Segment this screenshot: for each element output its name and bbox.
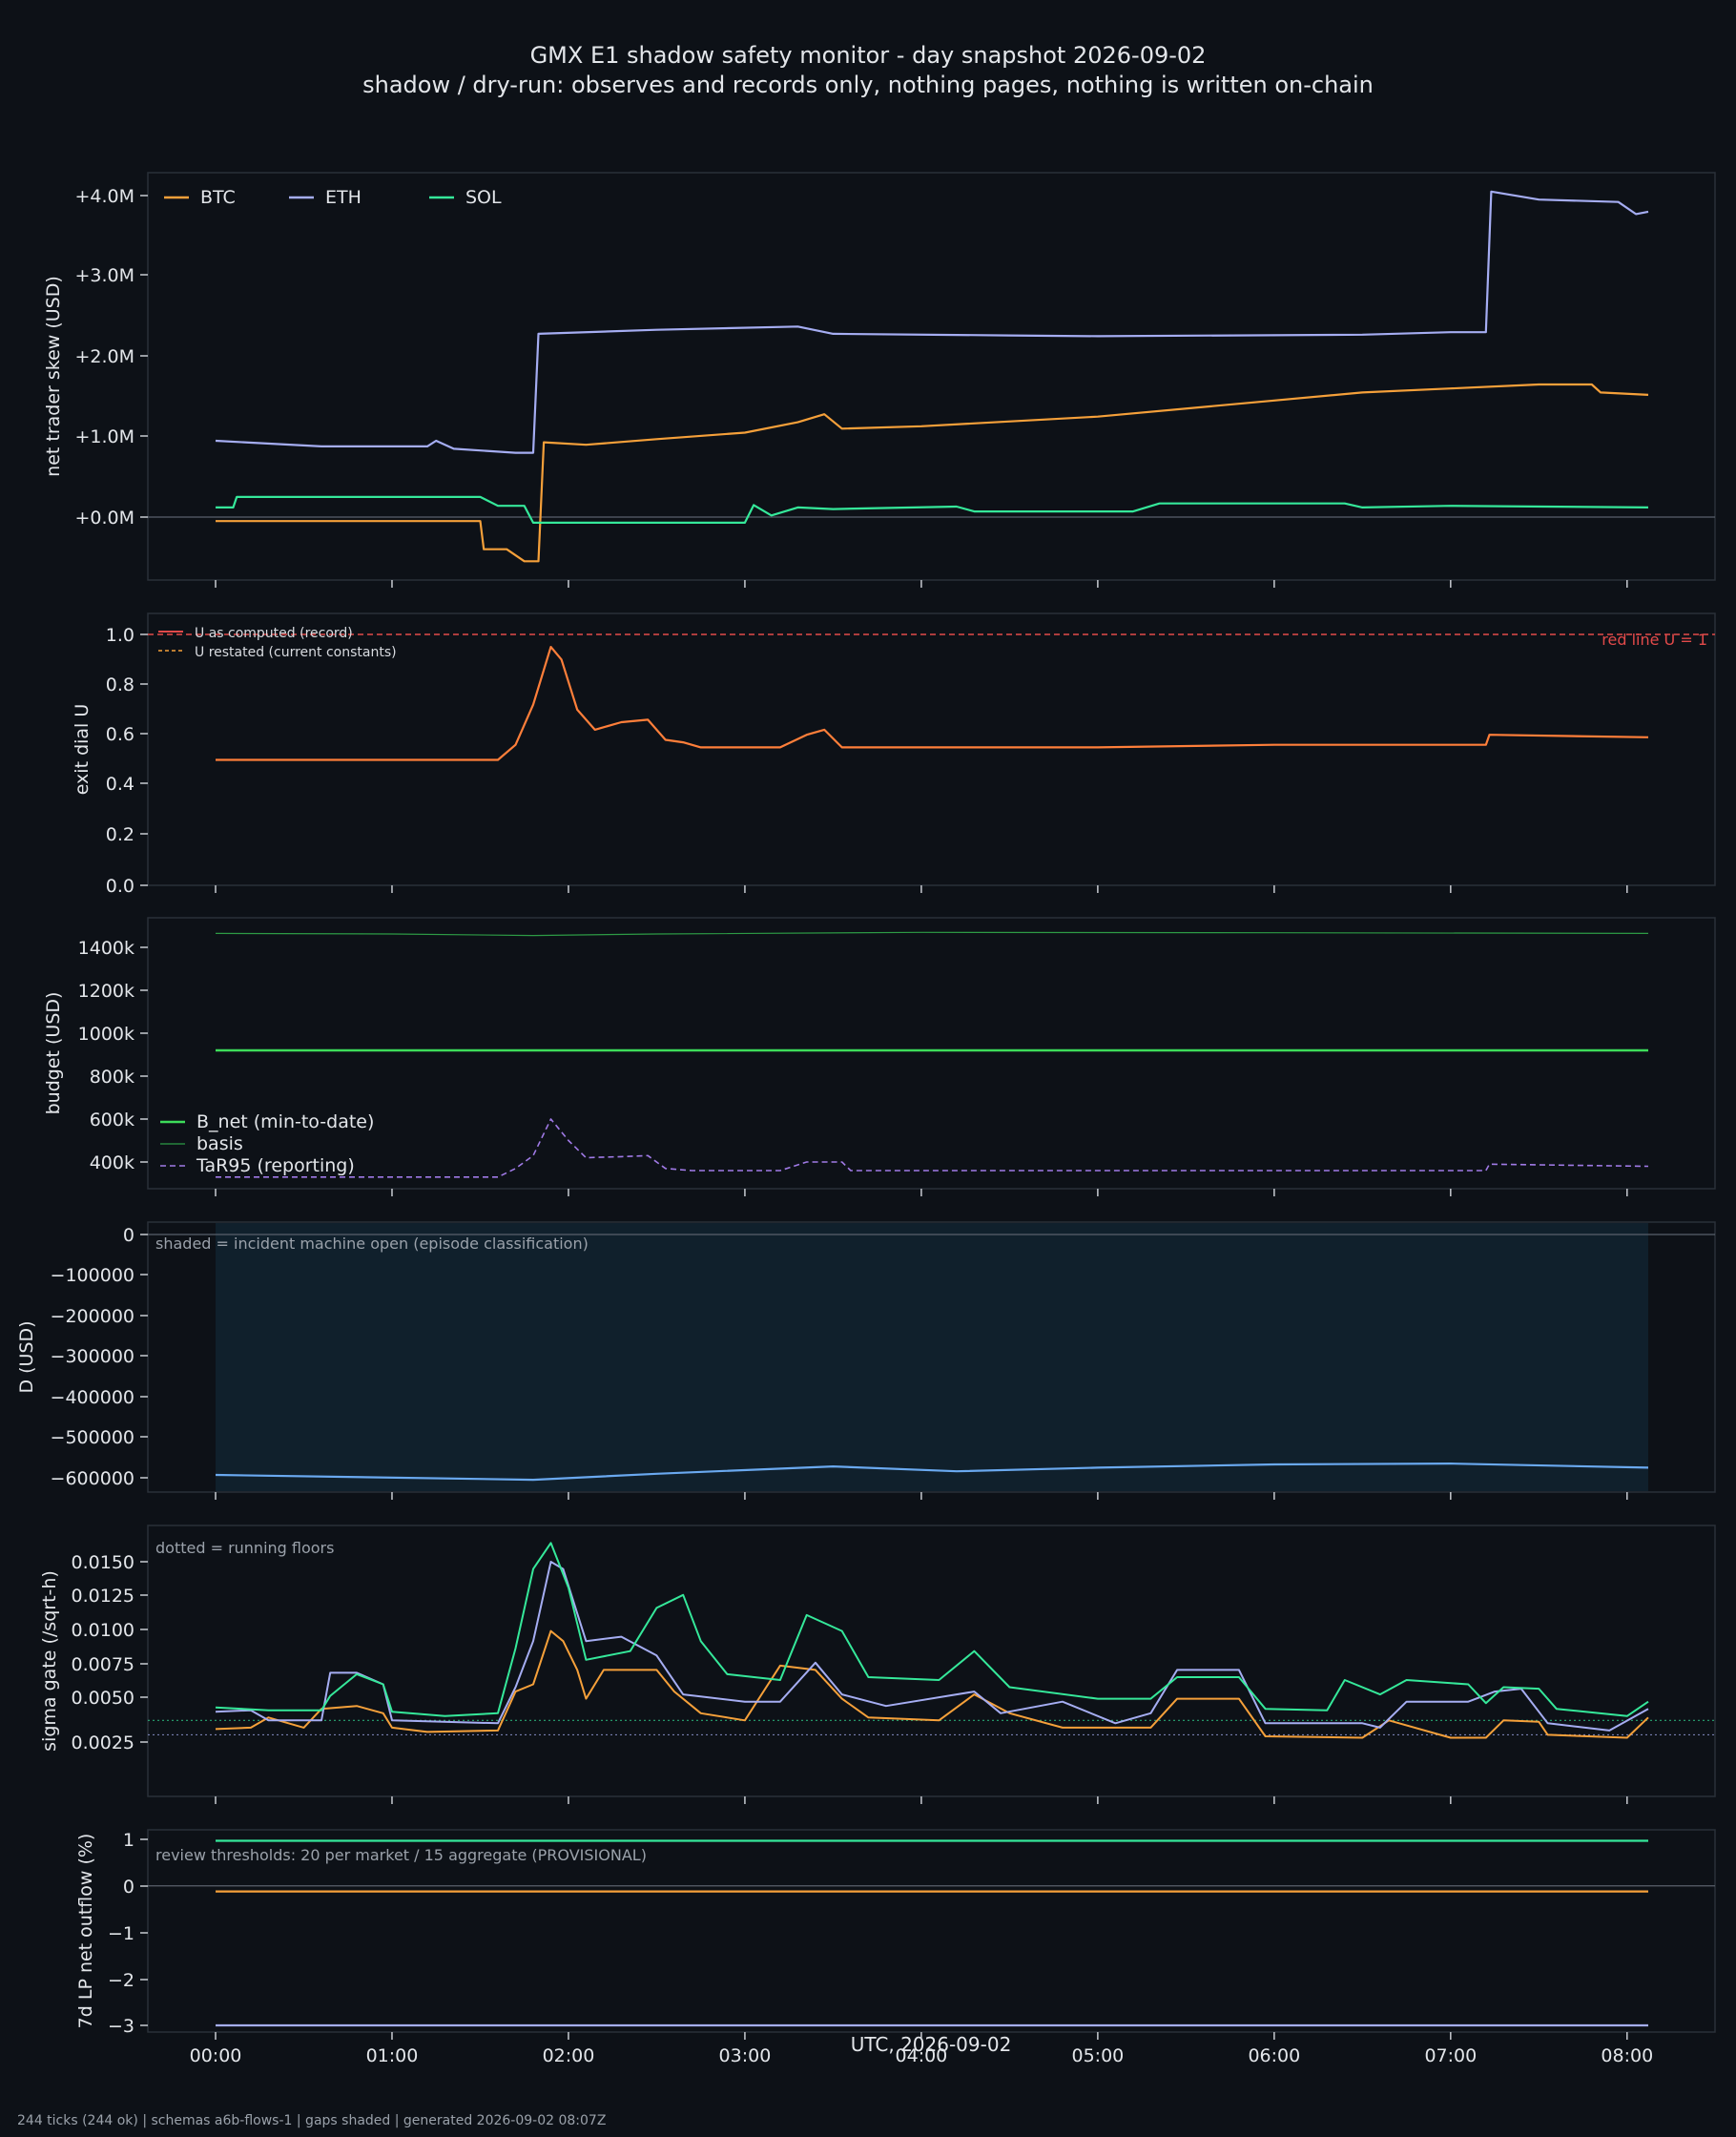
x-tick-label: 01:00 — [366, 2045, 419, 2066]
panel-1: +4.0M +3.0M +2.0M +1.0M +0.0M net trader skew… — [43, 172, 1716, 588]
y-tick-label: +0.0M — [74, 508, 134, 529]
y-tick-label: 1 — [123, 1830, 134, 1851]
panel-5: 0.0150 0.0125 0.0100 0.0075 0.0050 0.0025 sigm… — [39, 1525, 1716, 1804]
y-tick-label: 800k — [90, 1067, 134, 1088]
x-tick-label: 06:00 — [1248, 2045, 1300, 2066]
y-tick-label: 1.0 — [106, 625, 134, 646]
y-tick-label: −300000 — [51, 1346, 134, 1367]
y-axis-label: exit dial U — [72, 704, 93, 796]
y-tick-label: 0.6 — [106, 724, 134, 745]
sol-sigma-line — [215, 1542, 1649, 1717]
x-tick-label: 03:00 — [719, 2045, 772, 2066]
panel-6: 1 0 −1 −2 −3 00:00 01:00 02:00 03:00 04:00 05:00 06… — [75, 1829, 1716, 2066]
y-tick-label: 400k — [90, 1152, 134, 1173]
y-tick-label: 1000k — [78, 1024, 134, 1045]
thresholds-note: review thresholds: 20 per market / 15 ag… — [155, 1846, 647, 1864]
y-tick-label: −200000 — [51, 1306, 134, 1327]
btc-sigma-line — [215, 1629, 1649, 1739]
x-tick-label: 00:00 — [190, 2045, 242, 2066]
x-tick-label: 08:00 — [1601, 2045, 1653, 2066]
y-tick-label: −400000 — [51, 1387, 134, 1408]
y-tick-label: 0.0125 — [72, 1586, 134, 1607]
legend-tar95-label: TaR95 (reporting) — [196, 1155, 355, 1176]
y-tick-label: −2 — [108, 1970, 134, 1991]
y-tick-label: −500000 — [51, 1427, 134, 1448]
legend-basis-label: basis — [196, 1133, 243, 1154]
floors-note: dotted = running floors — [155, 1539, 334, 1557]
figure-subtitle: shadow / dry-run: observes and records o… — [362, 72, 1374, 98]
x-axis-label: UTC, 2026-09-02 — [851, 2033, 1012, 2056]
x-tick-label: 02:00 — [543, 2045, 595, 2066]
y-tick-label: 600k — [90, 1110, 134, 1131]
panel-2: 1.0 0.8 0.6 0.4 0.2 0.0 exit dial U red line U … — [72, 612, 1716, 897]
legend-b-net-label: B_net (min-to-date) — [196, 1111, 374, 1132]
eth-skew-line — [215, 190, 1649, 454]
legend-eth-label: ETH — [325, 187, 362, 208]
y-tick-label: +3.0M — [74, 265, 134, 286]
y-axis-label: budget (USD) — [43, 992, 64, 1115]
y-tick-label: 0 — [123, 1225, 134, 1246]
y-tick-label: 0.0100 — [72, 1620, 134, 1641]
sol-skew-line — [216, 495, 1649, 524]
footer-status: 244 ticks (244 ok) | schemas a6b-flows-1… — [17, 2113, 606, 2128]
red-line-label: red line U = 1 — [1602, 631, 1707, 649]
legend-u-computed-label: U as computed (record) — [195, 626, 353, 641]
basis-line — [215, 931, 1649, 937]
panel-frame — [147, 917, 1716, 1190]
incident-shading — [216, 1223, 1648, 1491]
y-tick-label: −1 — [108, 1923, 134, 1944]
x-tick-label: 07:00 — [1424, 2045, 1477, 2066]
panel-frame — [147, 612, 1716, 886]
y-tick-label: −600000 — [51, 1468, 134, 1489]
y-tick-label: −3 — [108, 2016, 134, 2037]
y-axis-label: net trader skew (USD) — [43, 276, 64, 477]
y-tick-label: 0.0 — [106, 876, 134, 897]
panel-3: 1400k 1200k 1000k 800k 600k 400k budget (USD) — [43, 917, 1716, 1196]
x-tick-label: 04:00 — [896, 2045, 948, 2066]
panel-frame — [147, 172, 1716, 581]
btc-skew-line — [216, 383, 1649, 563]
incident-note: shaded = incident machine open (episode … — [155, 1234, 589, 1253]
y-axis-label: D (USD) — [16, 1320, 37, 1393]
u-computed-line — [216, 646, 1649, 761]
figure-title: GMX E1 shadow safety monitor - day snaps… — [530, 42, 1207, 69]
y-tick-label: 0.8 — [106, 674, 134, 695]
y-axis-label: sigma gate (/sqrt-h) — [39, 1570, 60, 1752]
y-tick-label: 1200k — [78, 981, 134, 1002]
y-tick-label: 1400k — [78, 938, 134, 959]
legend-u-restated-label: U restated (current constants) — [195, 645, 397, 660]
y-tick-label: −100000 — [51, 1265, 134, 1286]
panel-frame — [147, 1829, 1716, 2033]
panel-frame — [147, 1525, 1716, 1797]
panel-4: 0 −100000 −200000 −300000 −400000 −500000 −600… — [16, 1221, 1716, 1500]
y-tick-label: 0.0050 — [72, 1688, 134, 1709]
tar95-line — [216, 1118, 1649, 1178]
y-tick-label: 0.4 — [106, 774, 134, 795]
y-tick-label: +1.0M — [74, 426, 134, 447]
y-tick-label: 0.2 — [106, 824, 134, 845]
y-tick-label: +2.0M — [74, 346, 134, 367]
y-tick-label: 0.0075 — [72, 1654, 134, 1675]
legend-sol-label: SOL — [465, 187, 502, 208]
panels: +4.0M +3.0M +2.0M +1.0M +0.0M net trader skew… — [16, 172, 1716, 2066]
legend-btc-label: BTC — [200, 187, 236, 208]
d-line — [215, 1463, 1649, 1482]
y-tick-label: +4.0M — [74, 186, 134, 207]
y-tick-label: 0.0150 — [72, 1552, 134, 1573]
y-axis-label: 7d LP net outflow (%) — [75, 1834, 96, 2029]
y-tick-label: 0 — [123, 1877, 134, 1898]
x-tick-label: 05:00 — [1071, 2045, 1124, 2066]
y-tick-label: 0.0025 — [72, 1732, 134, 1753]
